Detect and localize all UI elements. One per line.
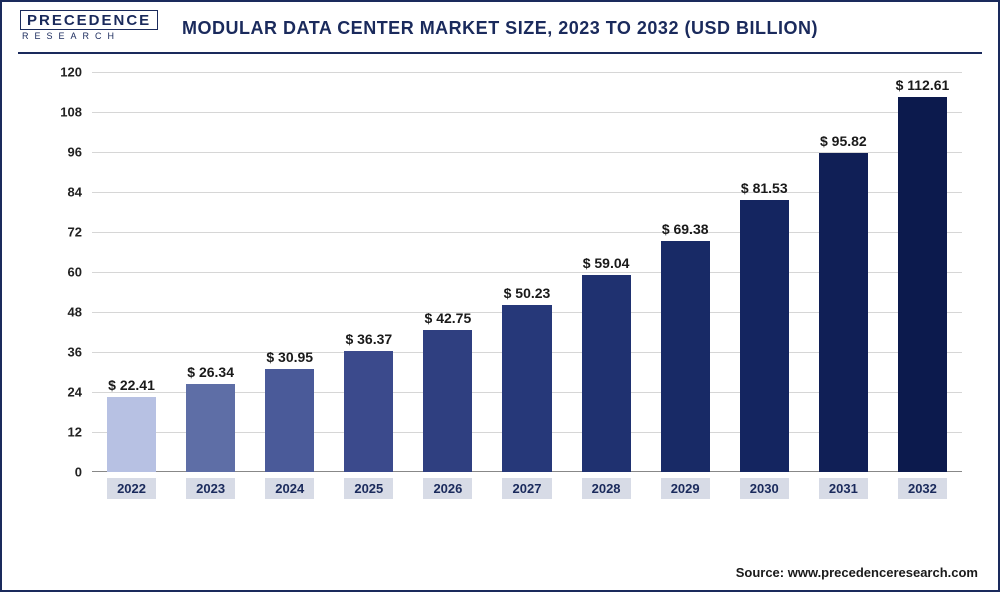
y-tick-label: 48: [42, 305, 82, 320]
bar-slot: $ 81.53: [740, 72, 789, 472]
x-category-label: 2031: [819, 478, 868, 499]
y-tick-label: 84: [42, 185, 82, 200]
bar-value-label: $ 30.95: [255, 349, 324, 365]
bar-slot: $ 22.41: [107, 72, 156, 472]
bar-value-label: $ 50.23: [493, 285, 562, 301]
bar-value-label: $ 59.04: [572, 255, 641, 271]
title-underline: [18, 52, 982, 54]
x-category-label: 2032: [898, 478, 947, 499]
bar-slot: $ 59.04: [582, 72, 631, 472]
y-tick-label: 60: [42, 265, 82, 280]
x-category-label: 2030: [740, 478, 789, 499]
bars-container: $ 22.41 $ 26.34 $ 30.95 $ 36.37 $ 42.75 $ 50.…: [92, 72, 962, 472]
source-text: Source: www.precedenceresearch.com: [736, 565, 978, 580]
bar-slot: $ 95.82: [819, 72, 868, 472]
y-tick-label: 0: [42, 465, 82, 480]
x-category-label: 2024: [265, 478, 314, 499]
y-tick-label: 24: [42, 385, 82, 400]
bar: [582, 275, 631, 472]
bar: [502, 305, 551, 472]
bar-value-label: $ 22.41: [97, 377, 166, 393]
bar-slot: $ 69.38: [661, 72, 710, 472]
y-tick-label: 96: [42, 145, 82, 160]
y-tick-label: 36: [42, 345, 82, 360]
bar: [107, 397, 156, 472]
x-category-label: 2027: [502, 478, 551, 499]
bar-slot: $ 112.61: [898, 72, 947, 472]
bar: [265, 369, 314, 472]
y-tick-label: 12: [42, 425, 82, 440]
y-tick-label: 120: [42, 65, 82, 80]
bar-value-label: $ 36.37: [335, 331, 404, 347]
bar-value-label: $ 42.75: [414, 310, 483, 326]
chart-area: $ 22.41 $ 26.34 $ 30.95 $ 36.37 $ 42.75 $ 50.…: [62, 72, 962, 502]
bar: [661, 241, 710, 472]
bar: [740, 200, 789, 472]
x-category-label: 2025: [344, 478, 393, 499]
bar-value-label: $ 81.53: [730, 180, 799, 196]
bar-slot: $ 26.34: [186, 72, 235, 472]
bar-slot: $ 42.75: [423, 72, 472, 472]
bar-slot: $ 50.23: [502, 72, 551, 472]
x-category-label: 2022: [107, 478, 156, 499]
x-category-label: 2028: [582, 478, 631, 499]
bar-value-label: $ 69.38: [651, 221, 720, 237]
x-category-label: 2026: [423, 478, 472, 499]
bar: [819, 153, 868, 472]
chart-card: PRECEDENCE RESEARCH MODULAR DATA CENTER …: [0, 0, 1000, 592]
x-category-label: 2029: [661, 478, 710, 499]
y-tick-label: 72: [42, 225, 82, 240]
chart-title: MODULAR DATA CENTER MARKET SIZE, 2023 TO…: [182, 18, 818, 38]
title-wrap: MODULAR DATA CENTER MARKET SIZE, 2023 TO…: [2, 2, 998, 39]
bar: [344, 351, 393, 472]
bar-slot: $ 36.37: [344, 72, 393, 472]
bar-slot: $ 30.95: [265, 72, 314, 472]
x-labels: 2022 2023 2024 2025 2026 2027 2028 2029 2030 2031…: [92, 478, 962, 506]
bar-value-label: $ 112.61: [888, 77, 957, 93]
y-tick-label: 108: [42, 105, 82, 120]
bar: [898, 97, 947, 472]
bar: [186, 384, 235, 472]
bar: [423, 330, 472, 473]
bar-value-label: $ 95.82: [809, 133, 878, 149]
x-category-label: 2023: [186, 478, 235, 499]
bar-value-label: $ 26.34: [176, 364, 245, 380]
